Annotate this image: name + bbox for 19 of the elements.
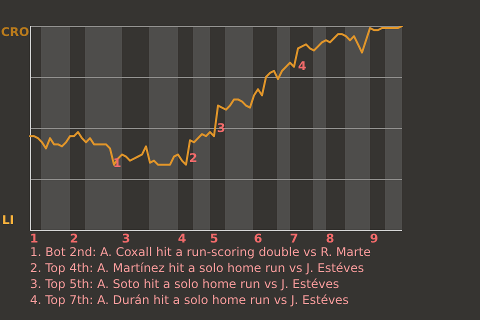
annotation: 3 xyxy=(217,121,226,135)
x-tick-label: 5 xyxy=(210,231,218,246)
text: 1. Bot 2nd: A. Coxall hit a run-scoring double vs R. Marte xyxy=(30,244,371,260)
text: LI xyxy=(2,213,14,227)
x-tick-label: 1 xyxy=(30,231,38,246)
x-tick-label: 8 xyxy=(326,231,334,246)
x-tick-label: 9 xyxy=(370,231,378,246)
x-tick-label: 2 xyxy=(70,231,78,246)
text: CRO xyxy=(1,25,30,39)
annotation: 4 xyxy=(298,59,306,73)
annotation: 2 xyxy=(189,151,198,165)
text: 3. Top 5th: A. Soto hit a solo home run vs J. Estéves xyxy=(30,276,340,292)
x-tick-label: 6 xyxy=(254,231,262,246)
x-tick-label: 3 xyxy=(122,231,130,246)
x-tick-label: 7 xyxy=(290,231,298,246)
text: 2. Top 4th: A. Martínez hit a solo home run vs J. Estéves xyxy=(30,260,366,276)
annotation: 1 xyxy=(113,156,122,170)
text: 4. Top 7th: A. Durán hit a solo home run vs J. Estéves xyxy=(30,292,350,308)
x-tick-label: 4 xyxy=(178,231,186,246)
